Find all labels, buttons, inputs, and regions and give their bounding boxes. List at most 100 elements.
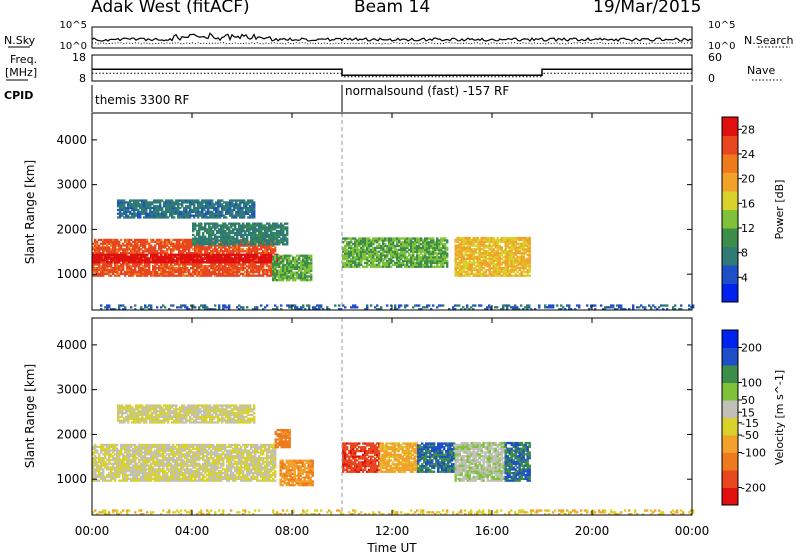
power-cell xyxy=(136,240,139,243)
power-cell xyxy=(524,263,527,266)
power-cell xyxy=(214,255,217,258)
power-cell xyxy=(310,262,313,265)
power-cell xyxy=(224,241,227,244)
power-cell xyxy=(118,304,121,307)
power-cell xyxy=(142,244,145,247)
power-cell xyxy=(404,306,407,309)
power-cell xyxy=(117,208,120,212)
power-cell xyxy=(220,243,223,246)
power-cell xyxy=(462,263,465,266)
power-cell xyxy=(207,212,210,215)
power-cell xyxy=(172,274,175,277)
power-cell xyxy=(256,259,259,262)
power-cell xyxy=(480,274,483,277)
power-cell xyxy=(206,239,209,242)
power-cell xyxy=(222,235,225,238)
power-cell xyxy=(416,258,419,261)
power-cell xyxy=(356,258,359,261)
power-cell xyxy=(180,244,183,247)
power-cell xyxy=(266,304,269,307)
power-cell xyxy=(442,256,445,259)
power-cell xyxy=(226,274,229,277)
power-cell xyxy=(522,255,525,258)
power-cell xyxy=(162,246,165,249)
power-cell xyxy=(212,257,215,260)
power-cell xyxy=(282,228,285,231)
power-cell xyxy=(518,246,521,249)
power-cell xyxy=(516,261,519,264)
power-cell xyxy=(157,212,160,215)
power-cell xyxy=(214,267,217,270)
power-cell xyxy=(406,261,409,265)
power-cell xyxy=(460,246,463,249)
power-cell xyxy=(215,208,218,212)
power-cell xyxy=(344,306,347,309)
power-cell xyxy=(142,240,145,243)
power-cell xyxy=(286,260,289,263)
power-cell xyxy=(404,265,407,268)
power-cell xyxy=(140,268,143,272)
power-cell xyxy=(102,248,105,251)
power-cell xyxy=(126,268,129,272)
power-cell xyxy=(434,243,437,246)
power-cell xyxy=(480,255,483,258)
power-cell xyxy=(189,212,192,215)
power-cell xyxy=(266,241,269,244)
power-cell xyxy=(240,241,243,244)
power-cell xyxy=(380,254,383,257)
power-cell xyxy=(210,226,213,229)
power-cell xyxy=(292,277,295,280)
power-cell xyxy=(412,237,415,240)
power-cell xyxy=(462,255,465,258)
power-cell xyxy=(108,270,111,274)
power-cell xyxy=(215,206,218,210)
power-cell xyxy=(500,261,503,264)
power-cell xyxy=(386,304,389,307)
power-cell xyxy=(157,214,160,217)
power-cell xyxy=(216,265,219,268)
power-cell xyxy=(96,270,99,274)
power-cell xyxy=(201,214,204,217)
power-cell xyxy=(374,263,377,266)
power-cell xyxy=(176,244,179,247)
power-cell xyxy=(548,306,551,309)
power-cell xyxy=(189,210,192,213)
power-cell xyxy=(161,199,164,202)
power-cell xyxy=(352,254,355,257)
power-cell xyxy=(248,228,251,231)
power-cell xyxy=(516,255,519,258)
power-cell xyxy=(128,255,131,258)
power-cell xyxy=(154,259,157,262)
power-cell xyxy=(132,261,135,264)
power-cell xyxy=(141,203,144,206)
power-cell xyxy=(420,239,423,242)
power-cell xyxy=(374,252,377,255)
power-cell xyxy=(352,250,355,253)
power-cell xyxy=(274,238,277,242)
power-cell xyxy=(106,257,109,260)
power-cell xyxy=(488,257,491,260)
power-cell xyxy=(217,201,220,204)
power-cell xyxy=(119,214,122,217)
power-cell xyxy=(510,306,513,309)
power-cell xyxy=(470,240,473,243)
power-cell xyxy=(141,199,144,202)
power-cell xyxy=(221,206,224,210)
power-cell xyxy=(306,265,309,269)
power-cell xyxy=(94,248,97,251)
power-cell xyxy=(282,275,285,278)
power-cell xyxy=(282,277,285,280)
power-cell xyxy=(434,259,437,263)
power-cell xyxy=(154,270,157,274)
power-cell xyxy=(522,270,525,274)
power-cell xyxy=(506,259,509,262)
power-cell xyxy=(227,210,230,213)
power-cell xyxy=(342,237,345,240)
power-cell xyxy=(506,244,509,247)
power-cell xyxy=(194,244,197,247)
power-cell xyxy=(426,259,429,263)
power-cell xyxy=(472,253,475,257)
power-cell xyxy=(404,259,407,263)
power-cell xyxy=(366,252,369,255)
